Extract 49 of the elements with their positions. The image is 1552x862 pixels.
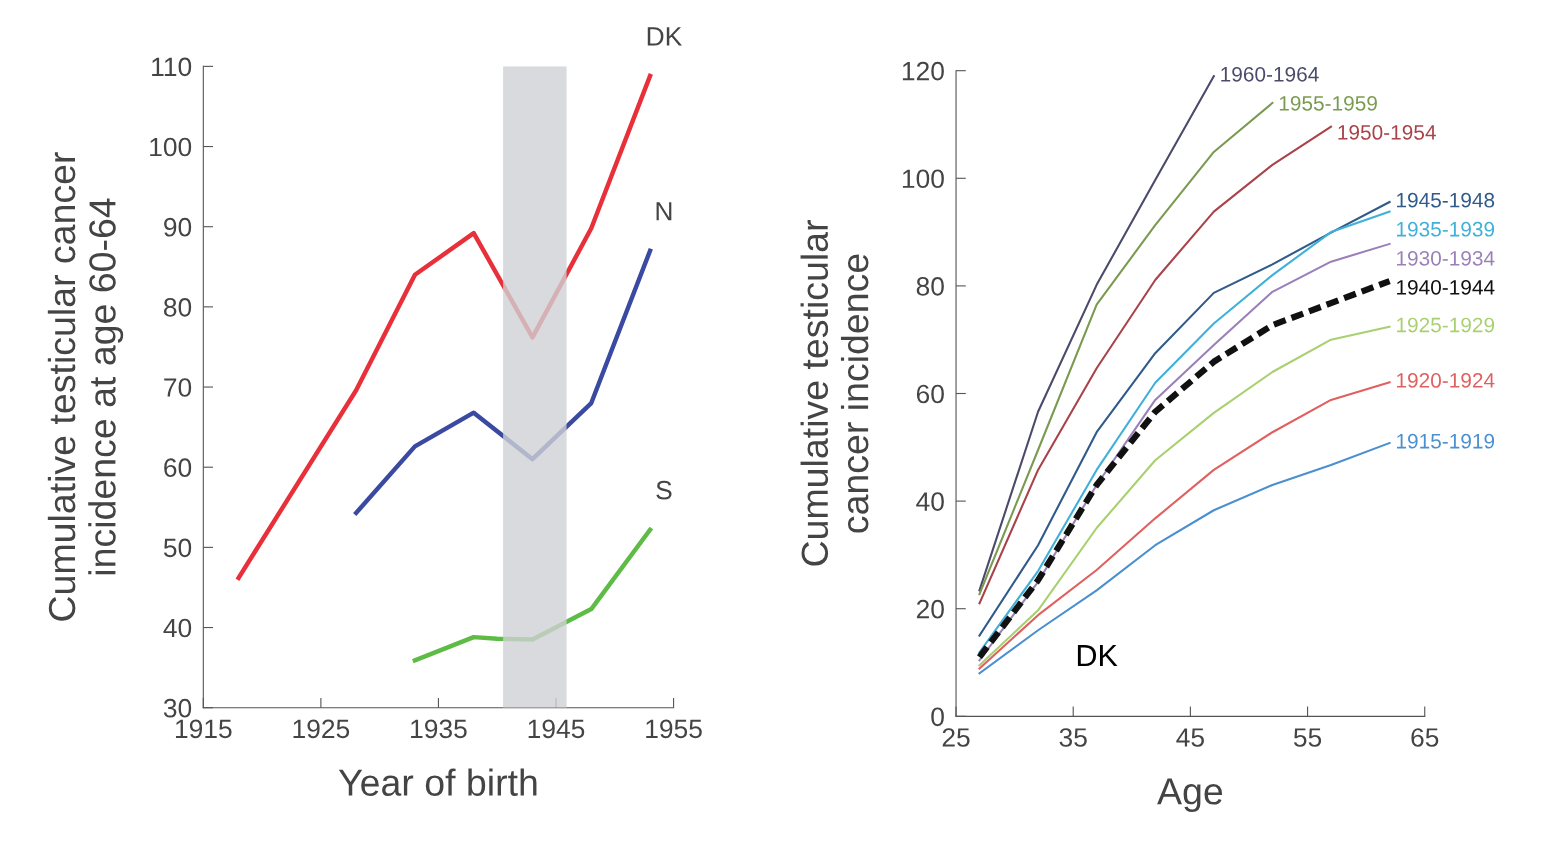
y-tick-label: 40 xyxy=(916,492,944,511)
y-tick-label: 80 xyxy=(164,298,192,317)
series-label: 1925-1929 xyxy=(1397,317,1495,333)
y-tick-label: 30 xyxy=(163,698,192,718)
y-tick-label: 20 xyxy=(916,599,944,619)
y-tick-label: 100 xyxy=(150,137,192,157)
series-label: 1955-1959 xyxy=(1279,95,1377,111)
series-label: 1930-1934 xyxy=(1397,250,1495,266)
y-tick-label: 0 xyxy=(931,707,944,727)
series-label: 1960-1964 xyxy=(1221,66,1319,82)
series-label: N xyxy=(656,202,672,221)
series-label: S xyxy=(656,480,672,500)
y-tick-label: 100 xyxy=(902,169,944,189)
line-series xyxy=(978,125,1333,605)
y-tick-label: 40 xyxy=(163,618,192,638)
x-tick-label: 55 xyxy=(1293,728,1322,747)
x-tick-label: 45 xyxy=(1176,728,1204,747)
line-series xyxy=(978,381,1391,670)
x-tick-label: 1955 xyxy=(646,719,702,739)
y-axis-title: Cumulative testicular cancer incidence at age 60-64 xyxy=(47,152,124,621)
y-axis-title: Cumulative testicular cancer incidence xyxy=(800,220,869,566)
x-tick-label: 1925 xyxy=(293,719,350,739)
line-series xyxy=(978,75,1215,592)
x-tick-label: 1915 xyxy=(175,719,232,739)
y-tick-label: 110 xyxy=(152,57,192,77)
x-tick-label: 65 xyxy=(1411,728,1439,747)
x-axis-title: Year of birth xyxy=(338,768,537,796)
series-label: 1950-1954 xyxy=(1338,125,1436,140)
series-label: 1935-1939 xyxy=(1397,221,1495,237)
series-label: 1945-1948 xyxy=(1397,192,1495,208)
y-tick-label: 50 xyxy=(163,538,192,558)
y-tick-label: 70 xyxy=(164,378,192,397)
series-label: DK xyxy=(647,27,682,46)
y-tick-label: 60 xyxy=(164,458,192,478)
y-tick-label: 120 xyxy=(902,61,944,81)
series-label: 1920-1924 xyxy=(1397,373,1495,388)
y-tick-label: 60 xyxy=(916,384,944,404)
series-label: 1940-1944 xyxy=(1397,279,1495,295)
x-tick-label: 35 xyxy=(1059,728,1087,747)
series-label: 1915-1919 xyxy=(1397,433,1495,449)
y-tick-label: 80 xyxy=(916,277,944,296)
annotation: DK xyxy=(1077,645,1118,667)
x-tick-label: 25 xyxy=(942,728,970,747)
x-tick-label: 1935 xyxy=(411,719,467,739)
x-tick-label: 1945 xyxy=(528,719,585,739)
y-tick-label: 90 xyxy=(164,217,192,237)
x-axis-title: Age xyxy=(1157,778,1223,812)
line-series xyxy=(978,101,1274,596)
line-series xyxy=(978,441,1391,675)
